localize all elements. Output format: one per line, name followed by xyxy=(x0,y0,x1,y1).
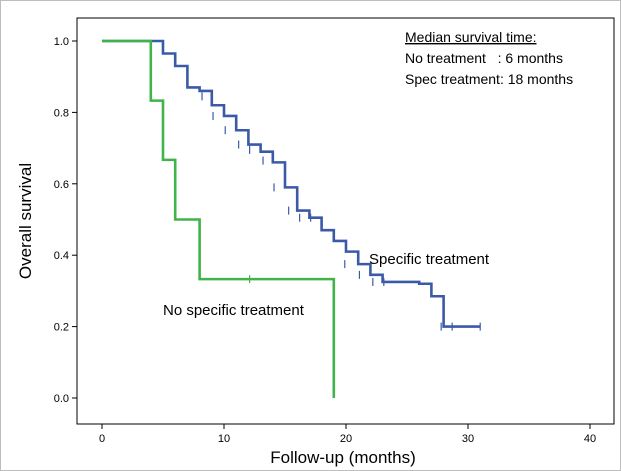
x-tick-label: 40 xyxy=(584,433,596,445)
y-tick-label: 0.6 xyxy=(54,179,69,191)
y-tick-label: 0.2 xyxy=(54,322,69,334)
x-axis: 0 10 20 30 40 xyxy=(99,424,596,445)
y-tick-label: 0.4 xyxy=(54,250,69,262)
survival-curve-no-specific-treatment xyxy=(102,39,336,398)
annotation-title: Median survival time: xyxy=(405,29,537,45)
y-axis: 0.0 0.2 0.4 0.6 0.8 1.0 xyxy=(54,36,77,405)
annotation-line-spec-treatment: Spec treatment: 18 months xyxy=(405,71,573,87)
y-axis-label: Overall survival xyxy=(16,163,35,279)
y-tick-label: 0.8 xyxy=(54,107,69,119)
plot-frame xyxy=(76,17,615,425)
y-tick-label: 1.0 xyxy=(54,36,69,48)
series-layer xyxy=(102,39,481,398)
series-label-specific-treatment: Specific treatment xyxy=(369,251,490,268)
x-tick-label: 0 xyxy=(99,433,105,445)
x-tick-label: 20 xyxy=(340,433,352,445)
x-tick-label: 10 xyxy=(218,433,230,445)
survival-curve-specific-treatment xyxy=(102,39,481,328)
series-label-no-specific-treatment: No specific treatment xyxy=(163,302,305,319)
median-annotation: Median survival time: No treatment : 6 m… xyxy=(405,29,573,87)
annotation-line-no-treatment: No treatment : 6 months xyxy=(405,50,563,66)
x-tick-label: 30 xyxy=(462,433,474,445)
y-tick-label: 0.0 xyxy=(54,393,69,405)
x-axis-label: Follow-up (months) xyxy=(270,448,416,467)
